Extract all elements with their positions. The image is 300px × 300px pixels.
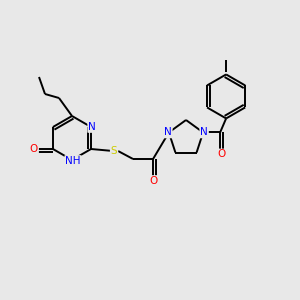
Text: N: N — [88, 122, 96, 132]
Text: NH: NH — [65, 156, 81, 166]
Text: O: O — [30, 144, 38, 154]
Text: O: O — [149, 176, 157, 186]
Text: O: O — [217, 149, 225, 159]
Text: N: N — [164, 128, 172, 137]
Text: S: S — [111, 146, 117, 156]
Text: N: N — [200, 128, 208, 137]
